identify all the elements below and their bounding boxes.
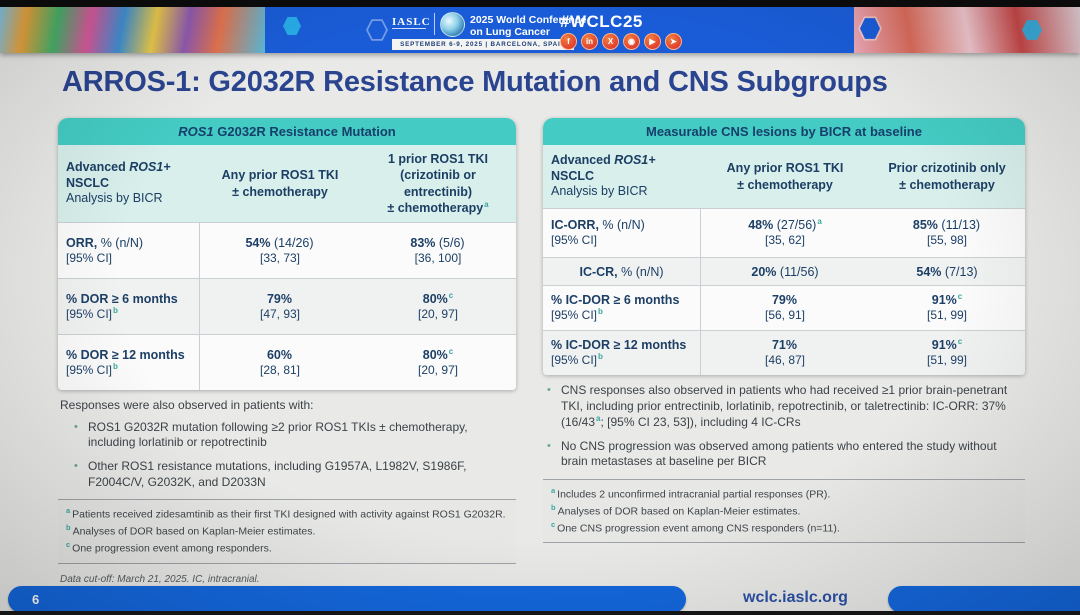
row-value: 71% [46, 87] [764,338,806,368]
footer-bar-left: 6 [8,586,686,613]
right-notes: CNS responses also observed in patients … [543,383,1025,470]
left-footnotes: a Patients received zidesamtinib as their… [58,499,516,564]
share-icon: ➤ [665,33,682,50]
row-value: 79% [47, 93] [259,292,301,322]
column-header-population: Advanced ROS1+ NSCLC Analysis by BICR [66,160,171,206]
row-value: 20% (11/56) [751,264,819,279]
footnote: a Includes 2 unconfirmed intracranial par… [551,485,831,501]
g2032r-table-title: ROS1 G2032R Resistance Mutation [58,118,516,145]
hexagon-decoration [858,16,882,41]
x-icon: X [602,33,619,50]
footer-url: wclc.iaslc.org [743,589,848,606]
column-header-one-prior-tki: 1 prior ROS1 TKI (crizotinib or entrecti… [387,152,489,215]
row-label: ORR, % (n/N) [95% CI] [58,223,200,279]
facebook-icon: f [560,33,577,50]
data-cutoff-note: Data cut-off: March 21, 2025. IC, intrac… [60,573,260,585]
column-header-any-prior-tki: Any prior ROS1 TKI ± chemotherapy [726,161,844,192]
notes-intro: Responses were also observed in patients… [60,398,314,413]
g2032r-column-headers: Advanced ROS1+ NSCLC Analysis by BICR An… [58,145,516,223]
logo-divider [434,13,435,35]
row-value: 79% [56, 91] [764,293,806,323]
table-row-ic-cr: IC-CR, % (n/N) 20% (11/56) 54% (7/13) [543,257,1025,285]
row-label: % DOR ≥ 12 months [95% CI]b [58,335,200,391]
row-value: 54% (7/13) [916,264,978,279]
row-value: 83% (5/6) [36, 100] [410,236,465,266]
bullet-item: ROS1 G2032R mutation following ≥2 prior … [74,420,516,451]
left-notes: Responses were also observed in patients… [58,398,516,490]
linkedin-icon: in [581,33,598,50]
conference-name: 2025 World Conference on Lung Cancer [470,14,587,39]
conference-date-location: SEPTEMBER 6-9, 2025 | BARCELONA, SPAIN [392,39,574,50]
hexagon-decoration [283,17,301,35]
row-value: 91%c [51, 99] [926,337,968,368]
hexagon-decoration [1022,20,1042,40]
g2032r-table: ROS1 G2032R Resistance Mutation Advanced… [58,118,516,391]
hexagon-decoration [366,19,388,41]
page-number: 6 [32,592,40,607]
column-header-any-prior-tki: Any prior ROS1 TKI ± chemotherapy [221,168,339,199]
table-row-orr: ORR, % (n/N) [95% CI] 54% (14/26) [33, 7… [58,222,516,279]
footnote: a Patients received zidesamtinib as their… [66,506,506,521]
table-row-dor12: % DOR ≥ 12 months [95% CI]b 60% [28, 81]… [58,334,516,391]
banner-left-artwork [0,7,265,53]
row-value: 60% [28, 81] [259,348,301,378]
column-header-population: Advanced ROS1+ NSCLC Analysis by BICR [551,153,656,199]
slide-title: ARROS-1: G2032R Resistance Mutation and … [62,66,888,98]
row-value: 80%c [20, 97] [417,346,459,378]
footnote: b Analyses of DOR based on Kaplan-Meier e… [551,503,801,518]
row-value: 85% (11/13) [55, 98] [912,218,981,248]
conference-hashtag: #WCLC25 [560,12,643,31]
banner-right-artwork [854,7,1080,53]
row-label: IC-CR, % (n/N) [543,258,701,285]
social-icons: f in X ◉ ▶ ➤ [560,33,682,50]
row-value: 54% (14/26) [33, 73] [245,236,314,266]
cns-column-headers: Advanced ROS1+ NSCLC Analysis by BICR An… [543,145,1025,208]
screen-bezel-bottom [0,611,1080,615]
row-label: IC-ORR, % (n/N) [95% CI] [543,209,701,257]
row-label: % IC-DOR ≥ 12 months [95% CI]b [543,331,701,375]
table-row-ic-orr: IC-ORR, % (n/N) [95% CI] 48% (27/56)a [3… [543,208,1025,257]
table-row-ic-dor12: % IC-DOR ≥ 12 months [95% CI]b 71% [46, … [543,330,1025,375]
conference-banner: IASLC 2025 World Conference on Lung Canc… [0,7,1080,53]
row-value: 80%c [20, 97] [417,290,459,322]
row-label: % IC-DOR ≥ 6 months [95% CI]b [543,286,701,330]
row-label: % DOR ≥ 6 months [95% CI]b [58,279,200,335]
cns-table-title: Measurable CNS lesions by BICR at baseli… [543,118,1025,145]
screen-bezel-top [0,0,1080,7]
footer-bar-right [888,586,1080,613]
bullet-item: CNS responses also observed in patients … [547,383,1025,431]
youtube-icon: ▶ [644,33,661,50]
row-value: 91%c [51, 99] [926,292,968,323]
cns-table: Measurable CNS lesions by BICR at baseli… [543,118,1025,375]
table-row-dor6: % DOR ≥ 6 months [95% CI]b 79% [47, 93] … [58,278,516,335]
right-column: Measurable CNS lesions by BICR at baseli… [543,118,1025,544]
iaslc-logo: IASLC [392,16,431,28]
bullet-item: Other ROS1 resistance mutations, includi… [74,459,516,490]
footnote: b Analyses of DOR based on Kaplan-Meier e… [66,523,316,538]
iaslc-logo-rule [392,28,426,29]
bullet-item: No CNS progression was observed among pa… [547,439,1025,470]
footnote: c One CNS progression event among CNS res… [551,520,840,535]
instagram-icon: ◉ [623,33,640,50]
row-value: 48% (27/56)a [35, 62] [748,217,822,248]
footnote: c One progression event among responders. [66,540,272,555]
left-column: ROS1 G2032R Resistance Mutation Advanced… [58,118,516,585]
column-header-prior-crizotinib: Prior crizotinib only ± chemotherapy [888,161,1006,192]
table-row-ic-dor6: % IC-DOR ≥ 6 months [95% CI]b 79% [56, 9… [543,285,1025,330]
right-footnotes: a Includes 2 unconfirmed intracranial par… [543,478,1025,544]
globe-icon [440,12,465,37]
